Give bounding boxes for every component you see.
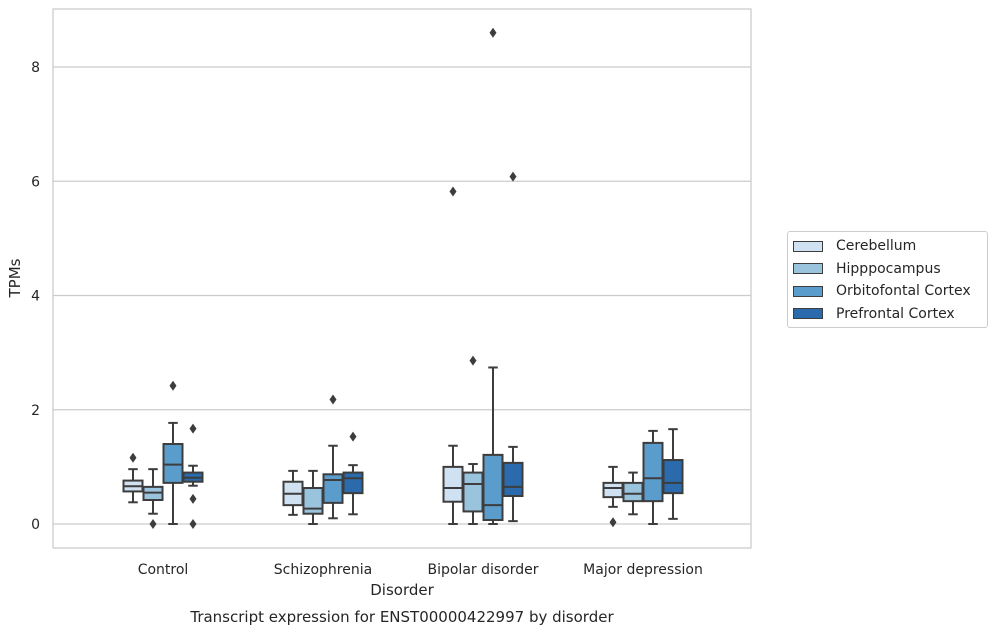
series-cerebellum xyxy=(122,186,624,528)
y-tick-label: 6 xyxy=(31,174,40,190)
iqr-box xyxy=(342,471,364,495)
box-bipolar-disorder xyxy=(502,171,524,523)
box-major-depression xyxy=(622,471,644,516)
outlier-point xyxy=(189,519,197,529)
outlier-point xyxy=(189,493,197,504)
legend-label: Prefrontal Cortex xyxy=(836,305,955,322)
box-control xyxy=(122,452,144,504)
x-tick-label: Bipolar disorder xyxy=(427,562,538,578)
legend-item: Orbitofontal Cortex xyxy=(788,280,987,303)
x-tick-labels: Control Schizophrenia Bipolar disorder Majo… xyxy=(138,562,703,578)
box-schizophrenia xyxy=(282,469,304,516)
y-tick-label: 2 xyxy=(31,403,40,419)
box-control xyxy=(162,380,184,525)
outlier-point xyxy=(349,431,357,442)
legend-item: Prefrontal Cortex xyxy=(788,303,987,326)
outlier-point xyxy=(489,27,497,38)
y-axis-label: TPMs xyxy=(6,258,24,298)
iqr-box xyxy=(642,441,664,503)
y-tick-label: 4 xyxy=(31,289,40,305)
box-bipolar-disorder xyxy=(462,355,484,525)
legend: Cerebellum Hipppocampus Orbitofontal Corte… xyxy=(787,231,988,328)
iqr-box xyxy=(162,443,184,484)
series-prefrontal-cortex xyxy=(182,171,684,529)
iqr-box xyxy=(662,459,684,495)
x-tick-label: Major depression xyxy=(583,562,703,578)
iqr-box xyxy=(322,473,344,504)
outlier-point xyxy=(469,355,477,366)
series-hipppocampus xyxy=(142,355,644,529)
x-tick-label: Control xyxy=(138,562,189,578)
x-axis-label: Disorder xyxy=(370,581,434,599)
iqr-box xyxy=(502,461,524,498)
iqr-box xyxy=(302,487,324,515)
iqr-box xyxy=(462,471,484,513)
box-control xyxy=(182,423,204,529)
box-schizophrenia xyxy=(302,469,324,525)
outlier-point xyxy=(149,519,157,529)
iqr-box xyxy=(442,465,464,503)
box-major-depression xyxy=(662,428,684,520)
legend-swatch xyxy=(793,285,823,297)
box-schizophrenia xyxy=(342,431,364,516)
legend-label: Hipppocampus xyxy=(836,260,941,277)
legend-swatch xyxy=(793,308,823,320)
box-bipolar-disorder xyxy=(482,27,504,525)
legend-label: Orbitofontal Cortex xyxy=(836,283,971,300)
box-series xyxy=(122,27,684,529)
x-tick-label: Schizophrenia xyxy=(274,562,372,578)
box-control xyxy=(142,468,164,529)
outlier-point xyxy=(449,186,457,197)
outlier-point xyxy=(169,380,177,391)
y-tick-label: 8 xyxy=(31,60,40,76)
legend-swatch xyxy=(793,240,823,252)
outlier-point xyxy=(189,423,197,434)
outlier-point xyxy=(609,517,617,528)
box-major-depression xyxy=(602,465,624,528)
iqr-box xyxy=(482,453,504,522)
legend-swatch xyxy=(793,263,823,275)
iqr-box xyxy=(622,481,644,503)
chart-title: Transcript expression for ENST0000042299… xyxy=(189,608,614,626)
outlier-point xyxy=(509,171,517,182)
legend-label: Cerebellum xyxy=(836,238,917,255)
y-tick-labels: 0 2 4 6 8 xyxy=(31,60,40,533)
y-tick-label: 0 xyxy=(31,517,40,533)
iqr-box xyxy=(602,481,624,499)
legend-item: Cerebellum xyxy=(788,235,987,258)
legend-item: Hipppocampus xyxy=(788,258,987,281)
outlier-point xyxy=(129,452,137,463)
outlier-point xyxy=(329,394,337,405)
series-orbitofontal-cortex xyxy=(162,27,664,525)
